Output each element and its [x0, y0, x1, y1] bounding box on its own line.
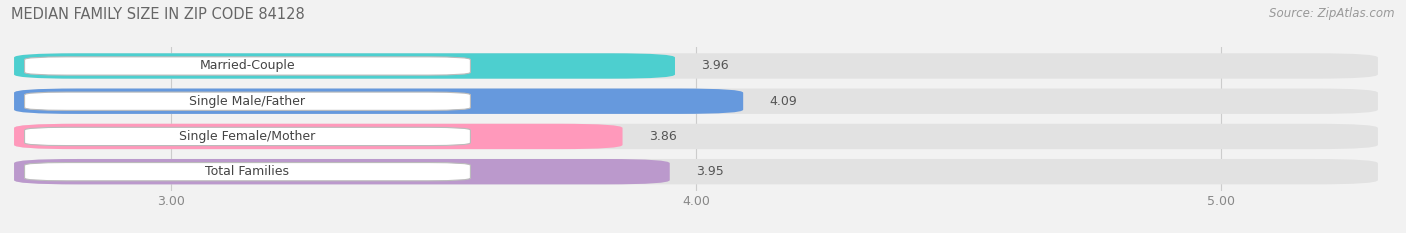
FancyBboxPatch shape [24, 127, 471, 146]
FancyBboxPatch shape [14, 53, 675, 79]
Text: 3.96: 3.96 [702, 59, 728, 72]
Text: 4.09: 4.09 [769, 95, 797, 108]
FancyBboxPatch shape [24, 92, 471, 110]
FancyBboxPatch shape [14, 89, 744, 114]
FancyBboxPatch shape [24, 57, 471, 75]
Text: Single Male/Father: Single Male/Father [190, 95, 305, 108]
FancyBboxPatch shape [14, 159, 669, 184]
Text: 3.95: 3.95 [696, 165, 724, 178]
Text: Total Families: Total Families [205, 165, 290, 178]
FancyBboxPatch shape [14, 159, 1378, 184]
Text: Source: ZipAtlas.com: Source: ZipAtlas.com [1270, 7, 1395, 20]
FancyBboxPatch shape [14, 89, 1378, 114]
FancyBboxPatch shape [14, 53, 1378, 79]
FancyBboxPatch shape [14, 124, 1378, 149]
Text: Single Female/Mother: Single Female/Mother [180, 130, 315, 143]
Text: 3.86: 3.86 [648, 130, 676, 143]
FancyBboxPatch shape [24, 163, 471, 181]
Text: MEDIAN FAMILY SIZE IN ZIP CODE 84128: MEDIAN FAMILY SIZE IN ZIP CODE 84128 [11, 7, 305, 22]
Text: Married-Couple: Married-Couple [200, 59, 295, 72]
FancyBboxPatch shape [14, 124, 623, 149]
